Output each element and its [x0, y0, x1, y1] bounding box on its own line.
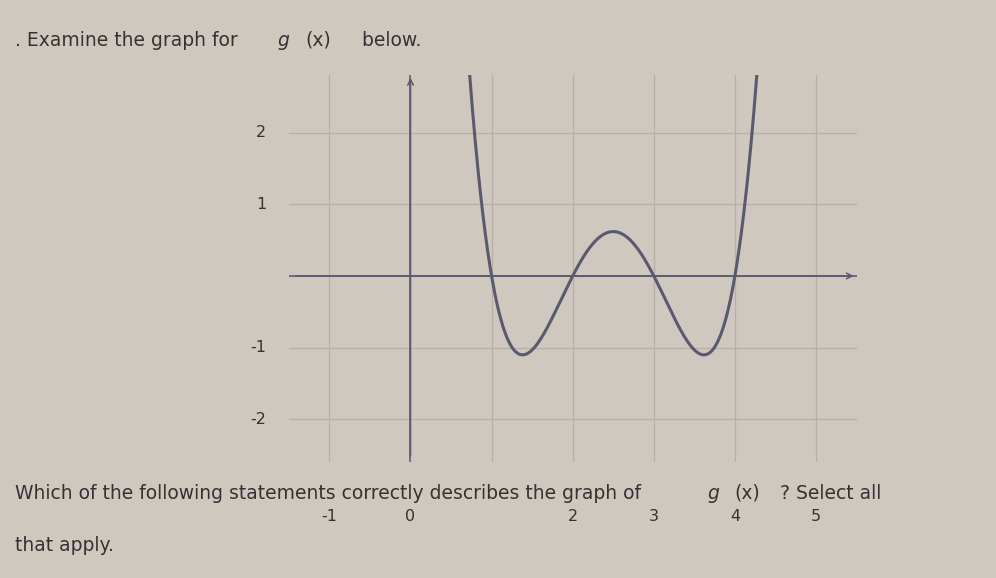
Text: 1: 1: [256, 197, 266, 212]
Text: 4: 4: [730, 509, 740, 524]
Text: 3: 3: [648, 509, 658, 524]
Text: ? Select all: ? Select all: [774, 484, 881, 503]
Text: 2: 2: [568, 509, 578, 524]
Text: g: g: [708, 484, 726, 503]
Text: -1: -1: [250, 340, 266, 355]
Text: Which of the following statements correctly describes the graph of: Which of the following statements correc…: [15, 484, 652, 503]
Text: . Examine the graph for: . Examine the graph for: [15, 31, 244, 50]
Text: (x): (x): [734, 484, 760, 503]
Text: below.: below.: [357, 31, 422, 50]
Text: -2: -2: [250, 412, 266, 427]
Text: 0: 0: [405, 509, 415, 524]
Text: that apply.: that apply.: [15, 536, 114, 555]
Text: (x): (x): [306, 31, 332, 50]
Text: -1: -1: [322, 509, 338, 524]
Text: g: g: [278, 31, 296, 50]
Text: 2: 2: [256, 125, 266, 140]
Text: 5: 5: [811, 509, 821, 524]
